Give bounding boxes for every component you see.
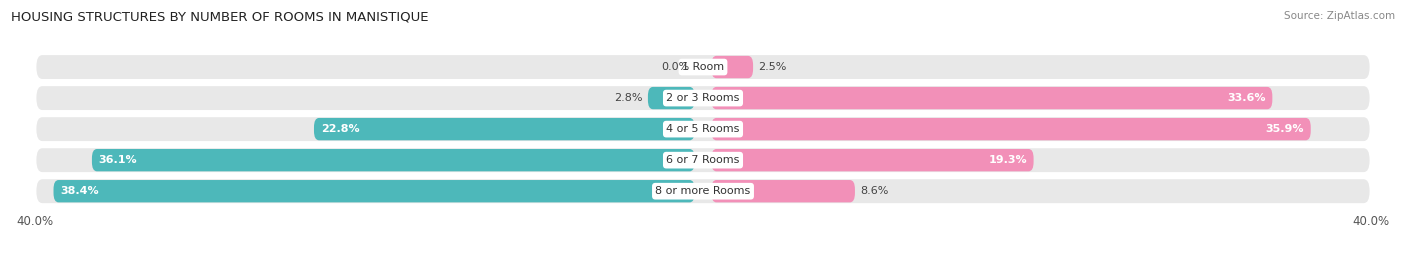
FancyBboxPatch shape <box>711 118 1310 140</box>
Text: Source: ZipAtlas.com: Source: ZipAtlas.com <box>1284 11 1395 21</box>
Text: HOUSING STRUCTURES BY NUMBER OF ROOMS IN MANISTIQUE: HOUSING STRUCTURES BY NUMBER OF ROOMS IN… <box>11 11 429 24</box>
Text: 8 or more Rooms: 8 or more Rooms <box>655 186 751 196</box>
FancyBboxPatch shape <box>35 54 1371 80</box>
Text: 6 or 7 Rooms: 6 or 7 Rooms <box>666 155 740 165</box>
FancyBboxPatch shape <box>711 56 754 78</box>
FancyBboxPatch shape <box>35 147 1371 173</box>
Text: 22.8%: 22.8% <box>321 124 360 134</box>
FancyBboxPatch shape <box>53 180 695 202</box>
FancyBboxPatch shape <box>648 87 695 109</box>
FancyBboxPatch shape <box>35 116 1371 142</box>
Text: 19.3%: 19.3% <box>988 155 1026 165</box>
Text: 38.4%: 38.4% <box>60 186 98 196</box>
Text: 33.6%: 33.6% <box>1227 93 1265 103</box>
Text: 35.9%: 35.9% <box>1265 124 1303 134</box>
Text: 8.6%: 8.6% <box>860 186 889 196</box>
Text: 2.5%: 2.5% <box>758 62 786 72</box>
Text: 0.0%: 0.0% <box>661 62 689 72</box>
Text: 4 or 5 Rooms: 4 or 5 Rooms <box>666 124 740 134</box>
FancyBboxPatch shape <box>35 85 1371 111</box>
Text: 2 or 3 Rooms: 2 or 3 Rooms <box>666 93 740 103</box>
FancyBboxPatch shape <box>711 149 1033 171</box>
Text: 36.1%: 36.1% <box>98 155 138 165</box>
FancyBboxPatch shape <box>91 149 695 171</box>
Text: 2.8%: 2.8% <box>614 93 643 103</box>
Legend: Owner-occupied, Renter-occupied: Owner-occupied, Renter-occupied <box>572 266 834 269</box>
FancyBboxPatch shape <box>711 180 855 202</box>
FancyBboxPatch shape <box>711 87 1272 109</box>
FancyBboxPatch shape <box>35 178 1371 204</box>
Text: 1 Room: 1 Room <box>682 62 724 72</box>
FancyBboxPatch shape <box>314 118 695 140</box>
